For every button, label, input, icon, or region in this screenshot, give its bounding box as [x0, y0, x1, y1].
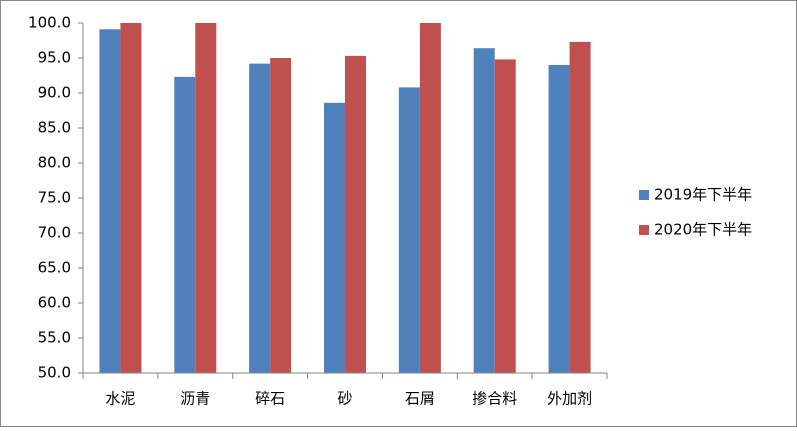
y-tick-label: 70.0	[38, 224, 71, 242]
x-tick-label: 碎石	[255, 390, 285, 408]
bar	[99, 29, 121, 374]
x-tick-label: 水泥	[105, 390, 135, 408]
bar	[195, 23, 217, 373]
bar	[473, 48, 495, 373]
y-tick-label: 75.0	[38, 189, 71, 207]
y-tick-label: 95.0	[38, 49, 71, 67]
y-tick-label: 85.0	[38, 119, 71, 137]
bar	[569, 41, 591, 374]
bar	[494, 59, 516, 374]
legend-swatch	[639, 190, 649, 200]
bar	[419, 23, 441, 373]
legend-swatch	[639, 225, 649, 235]
y-tick-label: 100.0	[28, 14, 71, 32]
legend-label: 2020年下半年	[654, 221, 752, 239]
bar	[548, 65, 570, 373]
x-tick-label: 掺合料	[472, 390, 517, 408]
y-tick-label: 65.0	[38, 259, 71, 277]
legend-label: 2019年下半年	[654, 186, 752, 204]
x-tick-label: 砂	[337, 390, 352, 408]
bar	[398, 87, 420, 374]
y-tick-label: 80.0	[38, 154, 71, 172]
y-tick-label: 60.0	[38, 294, 71, 312]
bar	[270, 58, 292, 373]
x-tick-label: 外加剂	[547, 390, 592, 408]
bar	[120, 23, 142, 373]
x-tick-label: 石屑	[405, 390, 435, 408]
y-tick-label: 50.0	[38, 364, 71, 382]
bar	[324, 102, 345, 374]
y-tick-label: 90.0	[38, 84, 71, 102]
bar	[249, 63, 271, 373]
bar	[345, 55, 366, 374]
y-tick-label: 55.0	[38, 329, 71, 347]
x-tick-label: 沥青	[180, 390, 210, 408]
bar	[174, 76, 196, 374]
